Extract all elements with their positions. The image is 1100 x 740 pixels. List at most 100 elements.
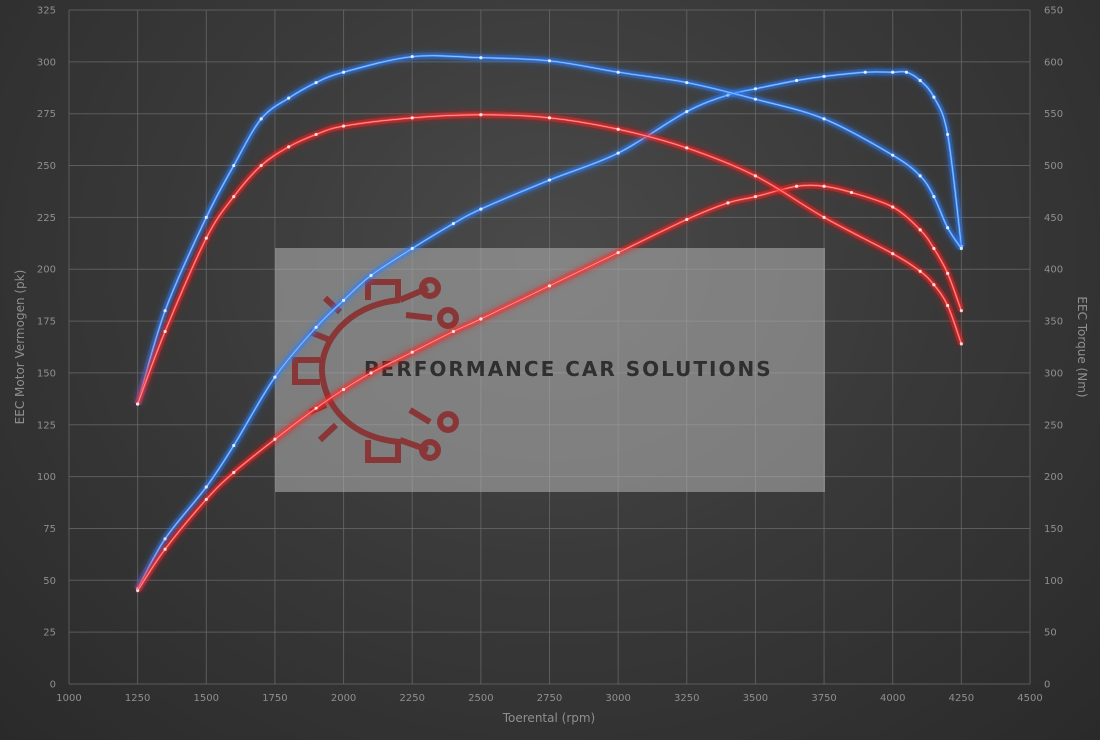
data-point [163,537,167,541]
data-point [341,124,346,128]
data-point [891,252,895,256]
y-right-tick-label: 450 [1044,213,1063,224]
data-point [547,59,552,63]
data-point [795,184,799,188]
data-point [479,56,483,60]
y-right-tick-label: 400 [1044,265,1063,276]
data-point [616,127,620,131]
data-point [959,342,963,346]
x-tick-label: 4250 [949,693,974,704]
data-point [314,80,318,85]
y-left-tick-label: 100 [37,472,56,483]
y-left-tick-label: 175 [37,317,56,328]
data-point [341,387,346,392]
x-tick-label: 2750 [537,693,562,704]
data-point [547,178,552,182]
x-tick-label: 2500 [468,693,493,704]
data-point [891,153,895,157]
data-point [616,70,620,74]
data-point [136,402,140,406]
series-power-1 [134,181,965,593]
data-point [314,132,318,137]
data-point [314,406,318,410]
data-point [932,195,936,199]
x-axis-title: Toerental (rpm) [502,711,595,725]
series-torque-2 [134,52,965,406]
x-tick-label: 1500 [194,693,219,704]
gear-circuit-logo-icon [292,277,459,463]
x-tick-label: 4500 [1017,693,1042,704]
x-tick-label: 1250 [125,693,150,704]
data-point [904,70,909,74]
data-point [451,222,455,226]
data-point [918,174,922,178]
series [134,52,965,593]
data-point [232,195,236,199]
data-point [616,151,620,155]
data-point [932,283,936,287]
data-point [479,207,483,211]
data-point [959,246,963,251]
y-left-tick-label: 275 [37,109,56,120]
data-point [369,371,373,375]
data-point [918,269,922,273]
x-tick-label: 3500 [743,693,768,704]
data-point [863,70,867,74]
y-right-tick-label: 600 [1044,57,1063,68]
y-left-tick-label: 75 [43,524,56,535]
data-point [369,273,373,278]
data-point [946,226,950,230]
data-point [685,146,689,150]
data-point [685,80,689,85]
data-point [341,70,346,74]
data-point [849,190,854,195]
y-left-tick-label: 225 [37,213,56,224]
data-point [204,215,208,219]
data-point [547,116,552,120]
data-point [822,215,826,219]
data-point [287,145,291,149]
y-right-tick-label: 50 [1044,628,1057,639]
data-point [163,329,167,334]
data-point [204,485,208,489]
data-point [136,589,140,593]
y-left-tick-label: 325 [37,6,56,17]
data-point [232,163,236,168]
data-point [753,195,758,199]
data-point [259,117,263,121]
series-torque-3 [134,111,965,406]
tick-labels: 1000 1250 1500 1750 2000 2250 2500 2750 3000 3250… [37,6,1063,705]
data-point [410,246,414,251]
data-point [410,55,414,59]
y-right-tick-label: 550 [1044,109,1063,120]
data-point [753,97,758,101]
y-right-tick-label: 500 [1044,161,1063,172]
y-left-tick-label: 200 [37,265,56,276]
data-point [932,246,936,251]
data-point [685,110,689,114]
y-axis-right-title: EEC Torque (Nm) [1075,296,1089,397]
data-point [479,113,483,117]
data-point [891,205,895,209]
data-point [259,163,263,168]
watermark-text: PERFORMANCE CAR SOLUTIONS [364,357,773,381]
y-left-tick-label: 0 [50,680,56,691]
x-tick-label: 3000 [605,693,630,704]
data-point [314,325,318,329]
data-point [822,184,826,188]
data-point [918,78,922,83]
x-tick-label: 4000 [880,693,905,704]
data-point [891,70,895,74]
y-right-tick-label: 650 [1044,6,1063,17]
data-point [232,443,236,448]
data-point [822,74,826,78]
y-left-tick-label: 250 [37,161,56,172]
y-left-tick-label: 25 [43,628,56,639]
y-left-tick-label: 125 [37,420,56,431]
y-left-tick-label: 150 [37,368,56,379]
data-point [410,116,414,120]
y-right-tick-label: 300 [1044,368,1063,379]
y-right-tick-label: 100 [1044,576,1063,587]
y-right-tick-label: 250 [1044,420,1063,431]
